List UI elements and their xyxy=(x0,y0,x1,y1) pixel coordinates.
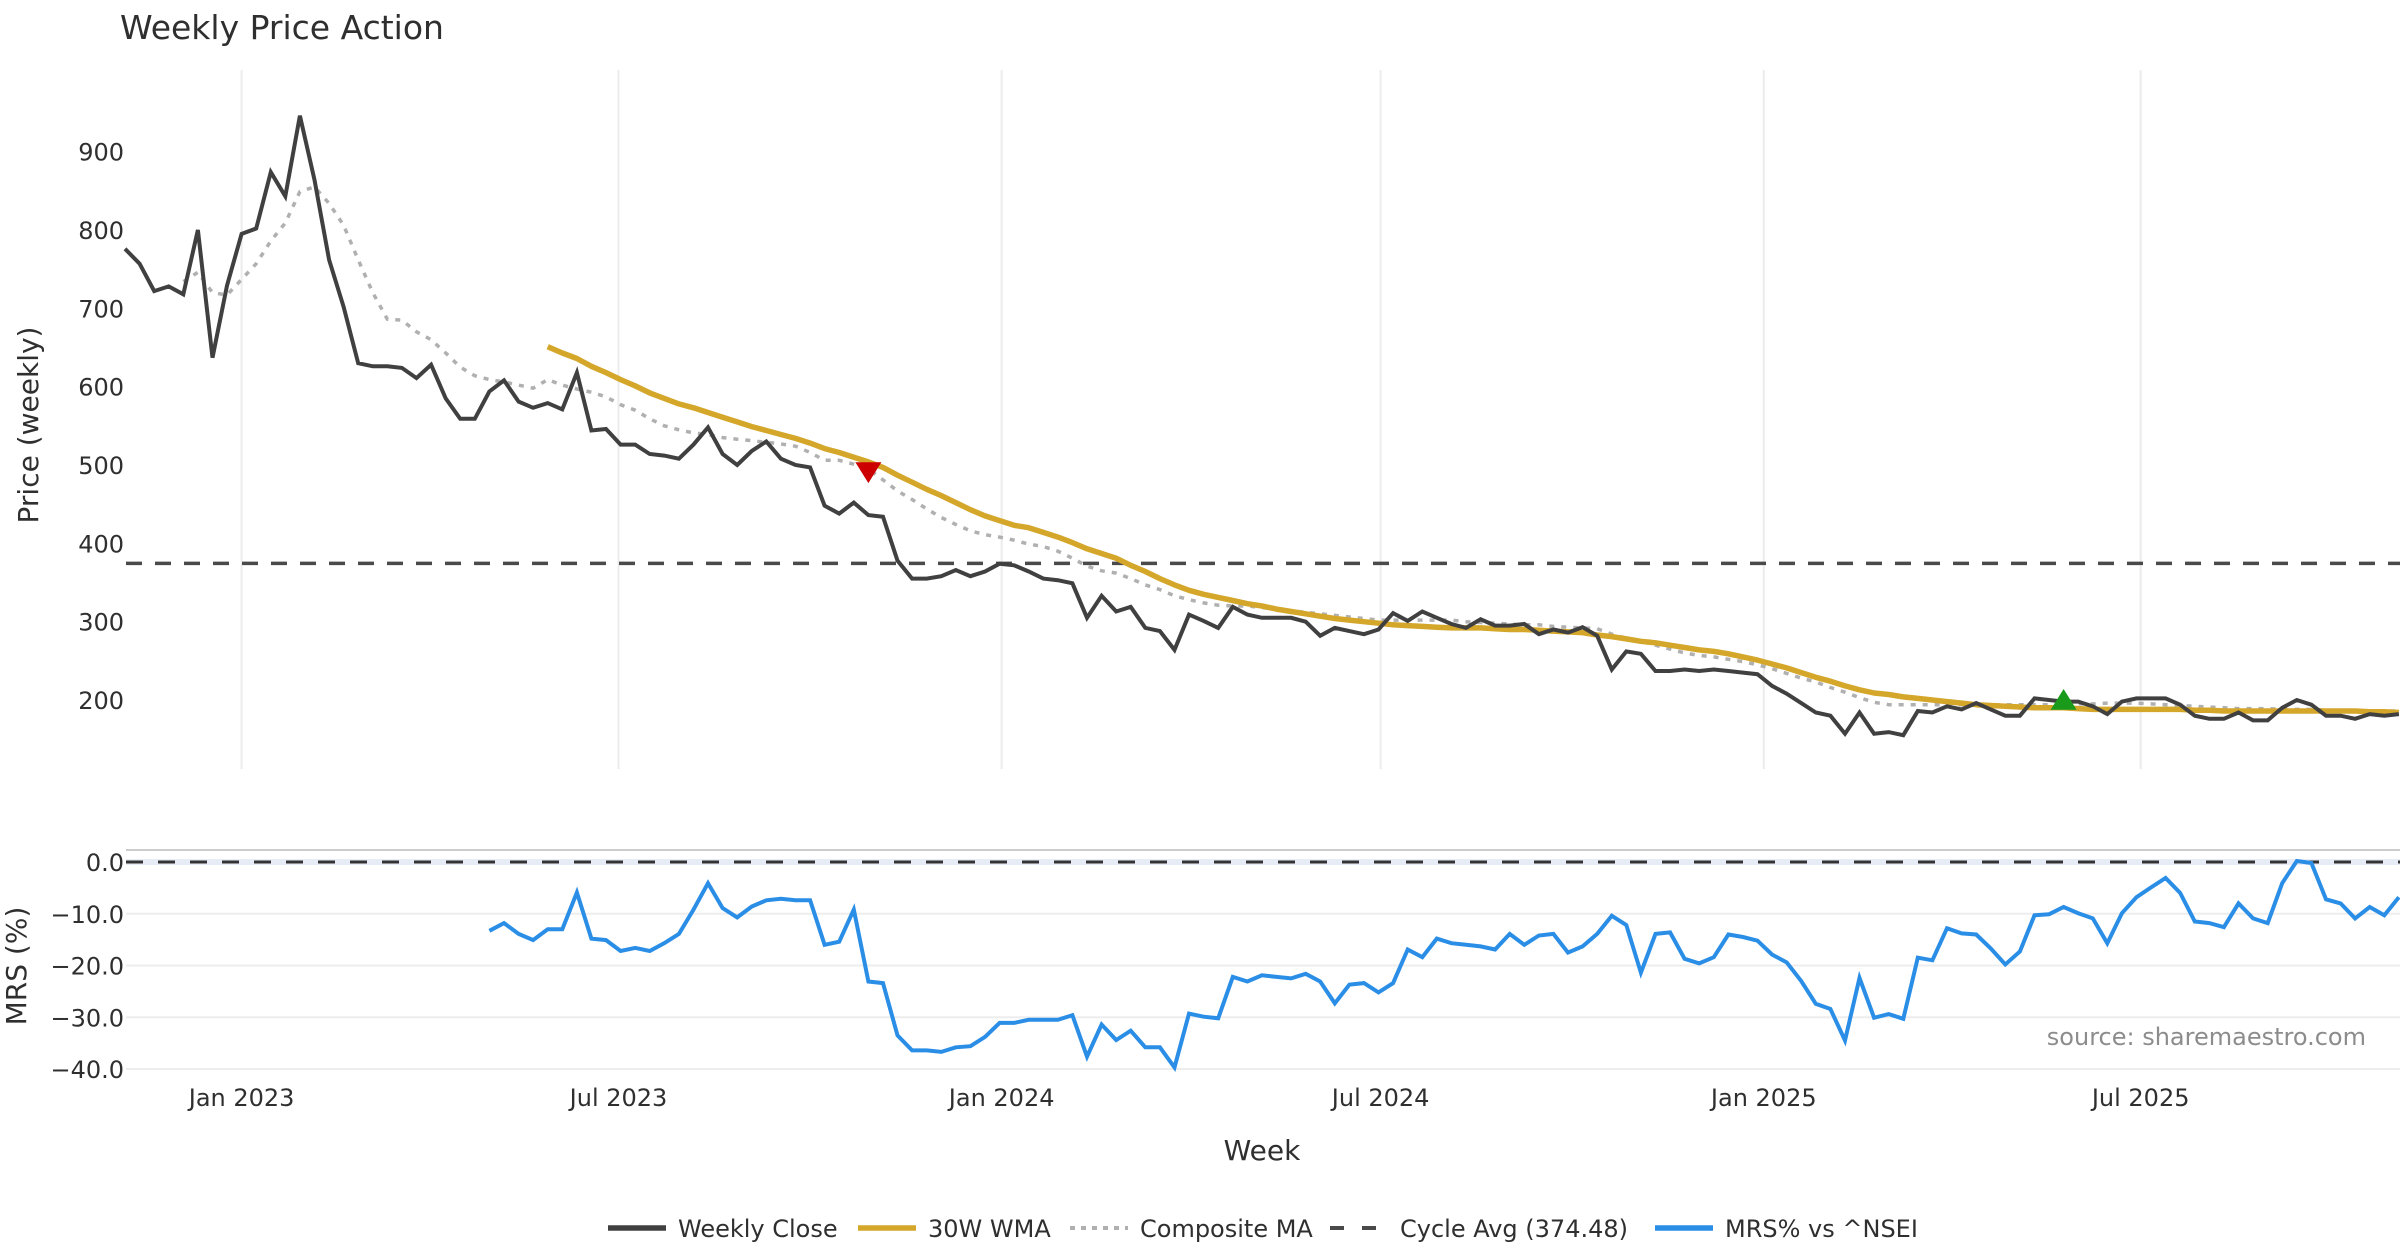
price-vertical-grid xyxy=(240,70,2142,769)
source-annotation: source: sharemaestro.com xyxy=(2047,1023,2366,1051)
legend-label: Cycle Avg (374.48) xyxy=(1400,1215,1628,1243)
price-panel: 900 800 700 600 500 400 300 200 Price (weekly) xyxy=(12,70,2400,769)
legend-label: Weekly Close xyxy=(678,1215,838,1243)
mrs-y-ticks: 0.0 −10.0 −20.0 −30.0 −40.0 xyxy=(50,849,124,1084)
price-y-tick-label: 700 xyxy=(78,295,124,323)
signal-markers xyxy=(855,462,2077,710)
chart-title: Weekly Price Action xyxy=(120,8,444,47)
mrs-panel: 0.0 −10.0 −20.0 −30.0 −40.0 MRS (%) source: … xyxy=(0,849,2400,1084)
x-tick-label: Jul 2024 xyxy=(1330,1084,1430,1112)
x-tick-label: Jul 2025 xyxy=(2090,1084,2190,1112)
sell-signal-marker xyxy=(855,462,882,484)
price-y-axis-label: Price (weekly) xyxy=(12,327,45,524)
x-tick-label: Jan 2023 xyxy=(187,1084,295,1112)
price-y-tick-label: 500 xyxy=(78,452,124,480)
wma-30w-line xyxy=(546,344,2400,716)
composite-ma-line xyxy=(182,185,2399,713)
mrs-y-tick-label: −20.0 xyxy=(50,953,124,981)
x-tick-label: Jan 2024 xyxy=(947,1084,1055,1112)
weekly-close-line xyxy=(123,115,2400,738)
legend: Weekly Close 30W WMA Composite MA Cycle Avg… xyxy=(608,1215,1918,1243)
mrs-y-axis-label: MRS (%) xyxy=(0,907,33,1026)
mrs-y-tick-label: −10.0 xyxy=(50,901,124,929)
price-y-ticks: 900 800 700 600 500 400 300 200 xyxy=(78,139,124,715)
price-y-tick-label: 200 xyxy=(78,687,124,715)
x-tick-label: Jan 2025 xyxy=(1709,1084,1817,1112)
price-y-tick-label: 300 xyxy=(78,609,124,637)
x-ticks: Jan 2023 Jul 2023 Jan 2024 Jul 2024 Jan 2025… xyxy=(187,1084,2190,1112)
price-y-tick-label: 900 xyxy=(78,139,124,167)
price-y-tick-label: 800 xyxy=(78,217,124,245)
legend-label: 30W WMA xyxy=(928,1215,1051,1243)
mrs-line xyxy=(488,858,2400,1072)
mrs-y-tick-label: −30.0 xyxy=(50,1004,124,1032)
x-tick-label: Jul 2023 xyxy=(568,1084,668,1112)
price-y-tick-label: 600 xyxy=(78,374,124,402)
price-y-tick-label: 400 xyxy=(78,530,124,558)
x-axis-label: Week xyxy=(1224,1134,1301,1167)
buy-signal-marker xyxy=(2050,688,2077,710)
legend-label: MRS% vs ^NSEI xyxy=(1725,1215,1918,1243)
mrs-y-tick-label: 0.0 xyxy=(86,849,124,877)
mrs-y-tick-label: −40.0 xyxy=(50,1056,124,1084)
legend-label: Composite MA xyxy=(1140,1215,1313,1243)
